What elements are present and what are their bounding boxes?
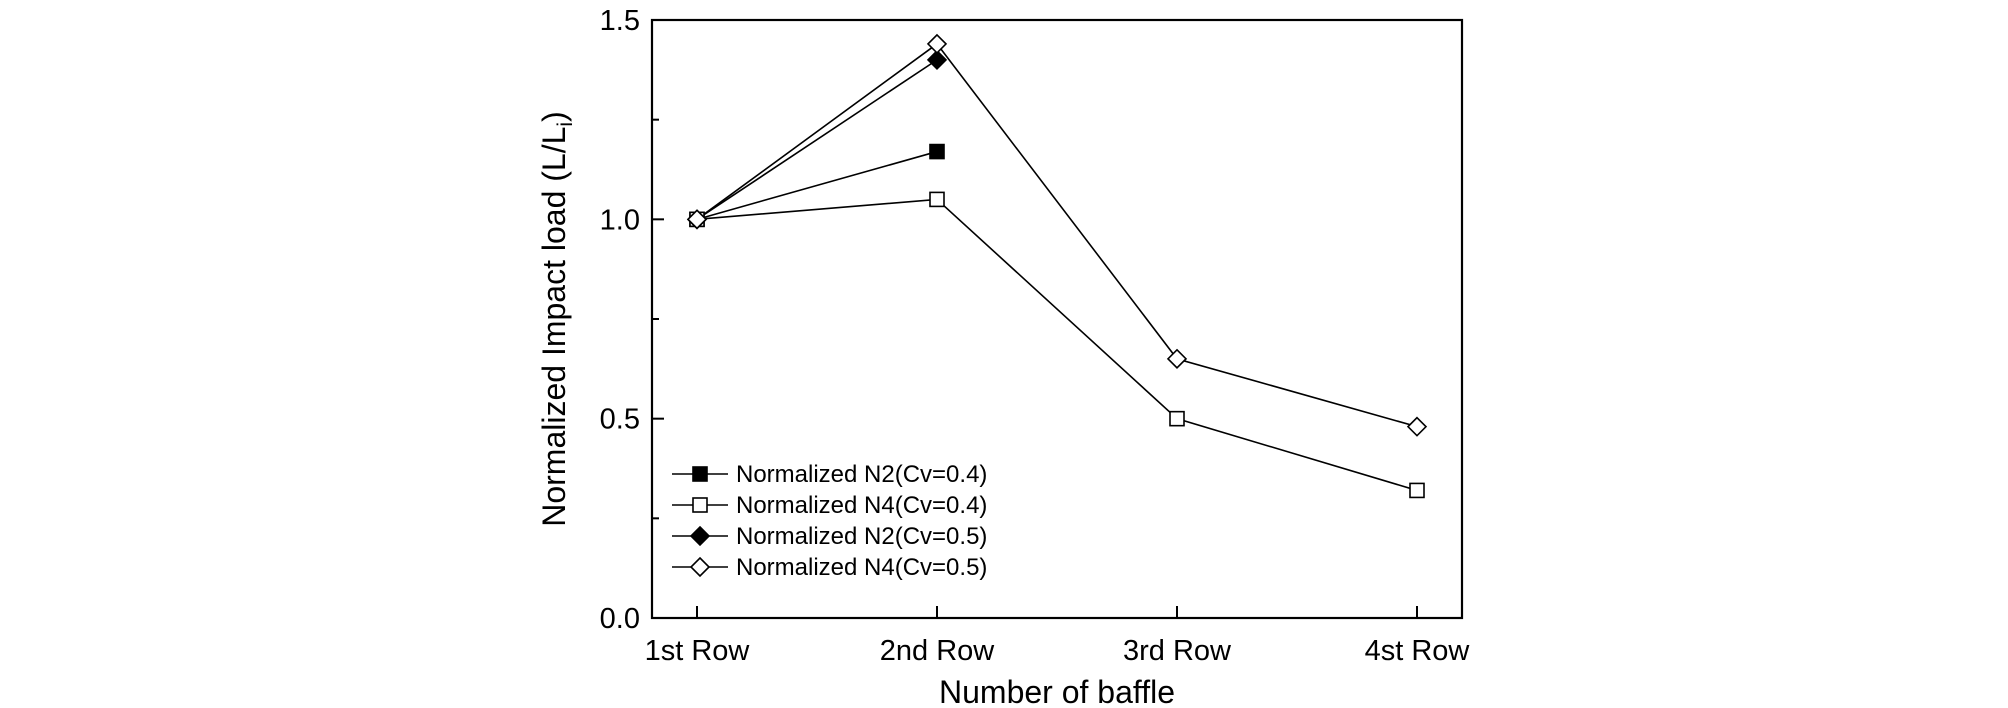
data-point-series-3 [926,49,948,70]
series-layer [686,33,1428,499]
data-point-series-4 [1406,416,1428,437]
data-point-series-1 [929,143,945,160]
series-line-1 [696,150,938,221]
series-line-3 [696,59,938,220]
series-line-4 [696,42,1418,428]
legend-label: Normalized N4(Cv=0.5) [736,554,987,581]
x-tick-label: 4st Row [1365,635,1471,667]
y-axis-title-close: ) [536,111,572,122]
series-line-2 [696,198,1418,492]
x-tick-label: 2nd Row [880,635,996,667]
y-axis: 0.0 0.5 1.0 1.5 [600,5,664,635]
y-tick-label: 1.0 [600,204,640,236]
x-tick-label: 3rd Row [1123,635,1232,667]
y-axis-title-main: Normalized Impact load (L/L [536,127,572,527]
y-tick-label: 0.0 [600,603,640,635]
legend-marker [689,525,711,547]
x-axis-title: Number of baffle [939,674,1175,708]
y-axis-title-subscript: i [554,122,577,127]
x-tick-label: 1st Row [645,635,751,667]
legend-marker [689,556,711,578]
y-tick-label: 0.5 [600,404,640,436]
legend-label: Normalized N2(Cv=0.4) [736,461,987,488]
y-axis-title: Normalized Impact load (L/Li) [536,111,577,527]
legend-marker [692,497,708,513]
data-point-series-4 [686,209,708,230]
legend-marker [692,466,708,482]
data-point-series-4 [926,33,948,55]
x-axis: 1st Row 2nd Row 3rd Row 4st Row [645,606,1471,667]
y-tick-label: 1.5 [600,5,640,37]
legend-label: Normalized N4(Cv=0.4) [736,492,987,519]
data-point-series-4 [1166,348,1188,369]
data-point-series-2 [1169,410,1185,427]
legend-label: Normalized N2(Cv=0.5) [736,523,987,550]
data-point-series-2 [1409,482,1425,499]
data-point-series-2 [929,191,945,208]
legend: Normalized N2(Cv=0.4) Normalized N4(Cv=0.… [672,461,987,581]
